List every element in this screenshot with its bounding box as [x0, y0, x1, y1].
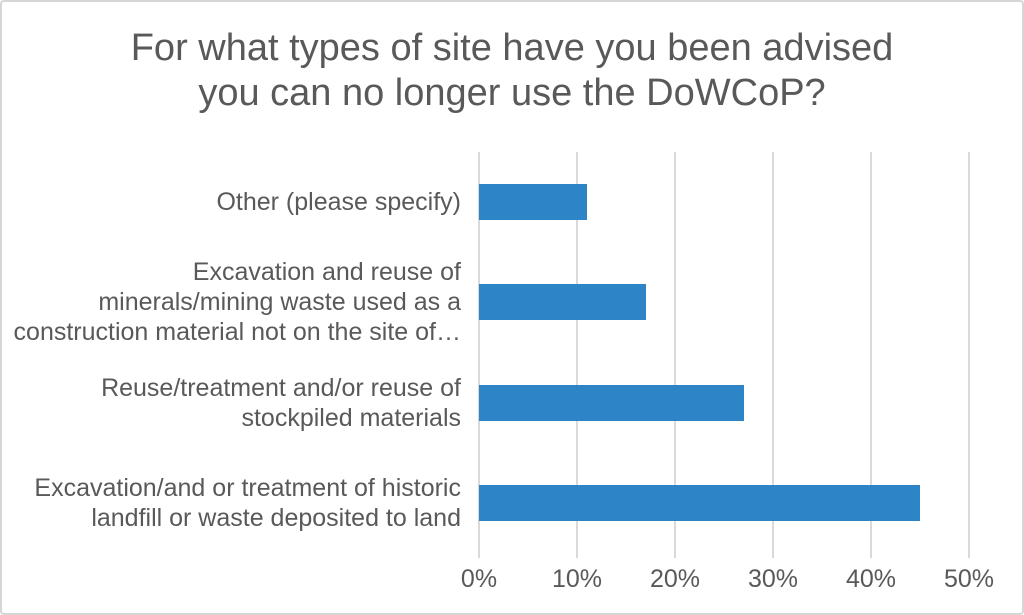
x-axis-tick-label: 50%	[943, 565, 995, 593]
category-labels-column: Other (please specify) Excavation and reu…	[2, 2, 461, 613]
x-axis-tick-label: 40%	[845, 565, 897, 593]
x-axis: 0% 10% 20% 30% 40% 50%	[2, 564, 1022, 596]
gridline	[478, 152, 480, 558]
bar	[479, 484, 920, 521]
chart-title: For what types of site have you been adv…	[130, 27, 894, 114]
x-axis-tick-label: 20%	[649, 565, 701, 593]
plot-area	[478, 152, 970, 558]
category-label: Reuse/treatment and/or reuse of stockpil…	[101, 373, 461, 432]
x-axis-tick-label: 30%	[747, 565, 799, 593]
category-label: Excavation/and or treatment of historic …	[34, 473, 461, 532]
bar	[479, 184, 587, 221]
gridline	[968, 152, 970, 558]
gridline	[674, 152, 676, 558]
gridline	[772, 152, 774, 558]
x-axis-tick-label: 0%	[460, 565, 498, 593]
x-axis-tick-label: 10%	[551, 565, 603, 593]
gridline	[870, 152, 872, 558]
bar	[479, 384, 744, 421]
category-label: Excavation and reuse of minerals/mining …	[13, 258, 461, 347]
category-label: Other (please specify)	[216, 188, 461, 217]
bar	[479, 284, 646, 321]
gridline	[576, 152, 578, 558]
